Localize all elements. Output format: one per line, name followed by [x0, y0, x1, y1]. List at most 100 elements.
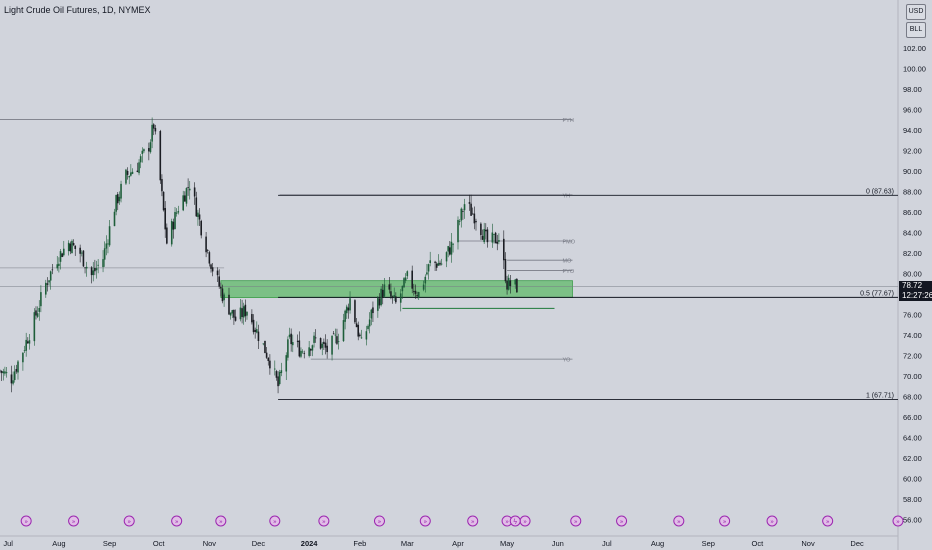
candle-body[interactable]	[166, 227, 168, 244]
candle-body[interactable]	[280, 370, 283, 374]
candle-body[interactable]	[115, 194, 117, 212]
candle-body[interactable]	[413, 290, 415, 292]
candle-body[interactable]	[319, 338, 322, 349]
candle-body[interactable]	[185, 188, 188, 204]
candle-body[interactable]	[296, 340, 299, 342]
economic-event-marker[interactable]	[171, 515, 183, 527]
candle-body[interactable]	[164, 208, 167, 230]
candle-body[interactable]	[25, 339, 27, 351]
candle-body[interactable]	[401, 285, 404, 292]
candle-body[interactable]	[136, 170, 139, 172]
candle-body[interactable]	[264, 340, 266, 354]
candle-body[interactable]	[12, 380, 14, 384]
candle-body[interactable]	[67, 242, 70, 252]
candle-body[interactable]	[278, 371, 281, 385]
economic-event-marker[interactable]	[719, 515, 731, 527]
candle-body[interactable]	[234, 316, 237, 321]
candle-body[interactable]	[367, 325, 369, 330]
candle-body[interactable]	[460, 208, 463, 221]
economic-event-marker[interactable]	[766, 515, 778, 527]
candle-body[interactable]	[393, 295, 396, 297]
candle-body[interactable]	[377, 297, 379, 311]
candle-body[interactable]	[267, 357, 270, 362]
candle-body[interactable]	[154, 127, 157, 132]
candle-body[interactable]	[481, 235, 484, 240]
candle-body[interactable]	[130, 172, 132, 176]
candle-body[interactable]	[440, 263, 443, 265]
candle-body[interactable]	[300, 350, 302, 357]
candle-body[interactable]	[229, 312, 232, 316]
economic-event-marker[interactable]	[68, 515, 80, 527]
candle-body[interactable]	[365, 331, 368, 340]
candle-body[interactable]	[241, 308, 243, 318]
candle-body[interactable]	[388, 284, 391, 290]
candle-body[interactable]	[301, 351, 304, 353]
candle-body[interactable]	[38, 308, 41, 312]
candle-body[interactable]	[170, 221, 173, 245]
economic-event-marker[interactable]	[570, 515, 582, 527]
candle-body[interactable]	[128, 175, 131, 178]
candle-body[interactable]	[406, 271, 409, 277]
candle-body[interactable]	[148, 148, 150, 152]
candle-body[interactable]	[463, 204, 466, 211]
candle-body[interactable]	[347, 307, 350, 311]
candle-body[interactable]	[502, 238, 505, 261]
candle-body[interactable]	[79, 247, 81, 254]
candle-body[interactable]	[51, 269, 54, 271]
candle-body[interactable]	[411, 270, 413, 289]
candle-body[interactable]	[471, 213, 474, 215]
candle-body[interactable]	[414, 290, 417, 294]
candle-body[interactable]	[108, 226, 111, 246]
economic-event-marker[interactable]	[616, 515, 628, 527]
candle-body[interactable]	[439, 262, 441, 265]
candle-body[interactable]	[62, 248, 65, 256]
candle-body[interactable]	[504, 258, 507, 282]
candle-body[interactable]	[473, 213, 476, 224]
candle-body[interactable]	[368, 319, 371, 327]
candle-body[interactable]	[334, 334, 337, 336]
economic-event-marker[interactable]	[673, 515, 685, 527]
candle-body[interactable]	[71, 240, 73, 254]
candle-body[interactable]	[103, 248, 106, 260]
candle-body[interactable]	[218, 276, 220, 287]
candle-body[interactable]	[332, 333, 335, 335]
candle-body[interactable]	[141, 150, 144, 154]
candle-body[interactable]	[159, 131, 162, 181]
candle-body[interactable]	[470, 203, 472, 216]
candle-body[interactable]	[349, 298, 351, 311]
candle-body[interactable]	[468, 202, 471, 204]
candle-body[interactable]	[493, 234, 495, 235]
candle-body[interactable]	[514, 279, 517, 285]
candle-body[interactable]	[126, 170, 129, 175]
candle-body[interactable]	[59, 251, 62, 262]
candle-body[interactable]	[139, 156, 142, 163]
candle-body[interactable]	[269, 360, 271, 369]
candle-body[interactable]	[208, 252, 211, 264]
candle-body[interactable]	[161, 179, 163, 192]
candle-body[interactable]	[187, 187, 189, 189]
candle-body[interactable]	[151, 124, 153, 142]
candle-body[interactable]	[244, 304, 247, 317]
candle-body[interactable]	[22, 352, 24, 363]
volume-unit-badge[interactable]: BLL	[906, 22, 926, 38]
candle-body[interactable]	[273, 368, 276, 370]
candle-body[interactable]	[23, 350, 26, 352]
candle-body[interactable]	[378, 298, 381, 306]
economic-event-marker[interactable]	[822, 515, 834, 527]
candle-body[interactable]	[82, 250, 85, 267]
candle-body[interactable]	[198, 214, 201, 220]
candle-body[interactable]	[90, 267, 93, 276]
candle-body[interactable]	[321, 343, 324, 348]
economic-event-marker[interactable]	[269, 515, 281, 527]
candle-body[interactable]	[10, 374, 13, 384]
candle-body[interactable]	[480, 223, 482, 236]
candle-body[interactable]	[74, 245, 77, 249]
candle-body[interactable]	[288, 334, 291, 337]
candle-body[interactable]	[116, 194, 119, 204]
candle-body[interactable]	[516, 278, 518, 293]
candle-body[interactable]	[265, 352, 268, 358]
candle-body[interactable]	[0, 370, 1, 372]
candle-body[interactable]	[113, 211, 116, 227]
candle-body[interactable]	[303, 353, 306, 355]
